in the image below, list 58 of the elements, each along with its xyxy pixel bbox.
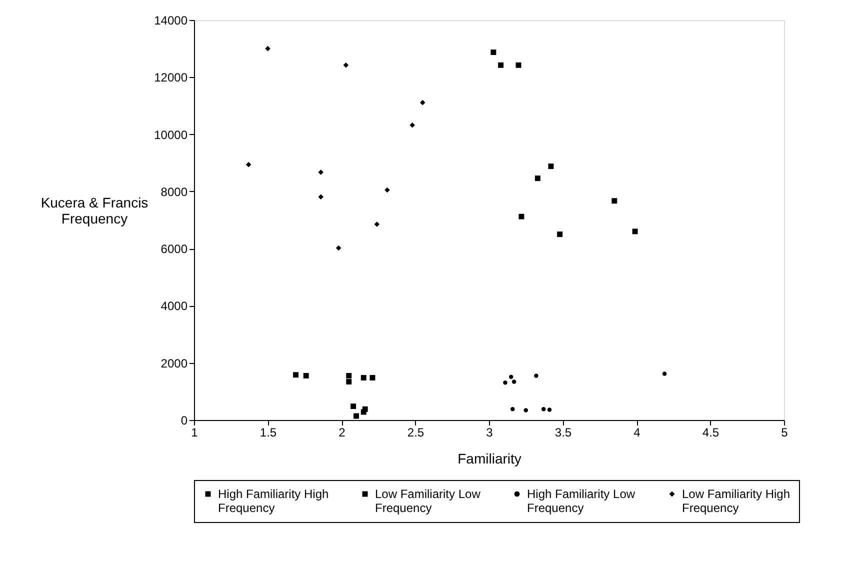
point [336,245,342,251]
x-tick-label: 3.5 [554,426,572,440]
y-tick-label: 12000 [154,70,188,85]
point [524,408,528,412]
x-tick-label: 4.5 [702,426,720,440]
y-tick-label: 6000 [160,242,188,256]
point [534,176,540,182]
x-tick-label: 4 [634,426,641,440]
y-tick-label: 8000 [160,184,188,199]
y-tick-label: 2000 [160,356,188,370]
point [534,374,538,378]
point [360,374,366,380]
legend-label: High Familiarity High Frequency [218,487,329,515]
point [541,407,546,412]
point [354,413,359,419]
x-tick-label: 5 [781,426,788,440]
point [303,372,309,378]
point [318,170,324,175]
point [346,378,352,384]
point [318,194,324,200]
point [246,162,252,168]
point [612,198,618,204]
point [557,232,563,238]
legend-label: Low Familiarity Low Frequency [375,487,481,515]
point [346,372,352,378]
legend-label: High Familiarity Low Frequency [527,487,636,515]
point [512,380,516,384]
y-tick-label: 10000 [154,128,188,142]
point [374,222,380,227]
point [516,62,522,68]
point [498,62,504,68]
point [360,409,366,415]
point [370,374,376,380]
x-tick-label: 1.5 [260,426,277,440]
point [662,372,667,376]
point [293,372,299,378]
x-tick-label: 3 [486,426,494,440]
y-tick-label: 4000 [160,299,188,314]
point [410,122,415,128]
x-tick-label: 2 [338,426,346,440]
x-tick-label: 1 [191,426,198,440]
x-axis-title: Familiarity [458,450,522,466]
y-axis-title: Kucera & Francis Frequency [40,194,148,226]
point [509,374,514,379]
point [343,62,349,68]
y-tick-label: 14000 [154,14,188,28]
point [510,407,515,412]
x-tick-label: 2.5 [407,426,424,440]
y-tick-label: 0 [180,414,188,428]
point [547,408,552,412]
point [632,228,638,234]
legend-label: Low Familiarity High Frequency [682,487,790,515]
point [503,380,508,385]
point [420,100,426,106]
point [518,214,524,220]
point [490,50,496,56]
point [548,164,554,170]
point [350,404,356,410]
